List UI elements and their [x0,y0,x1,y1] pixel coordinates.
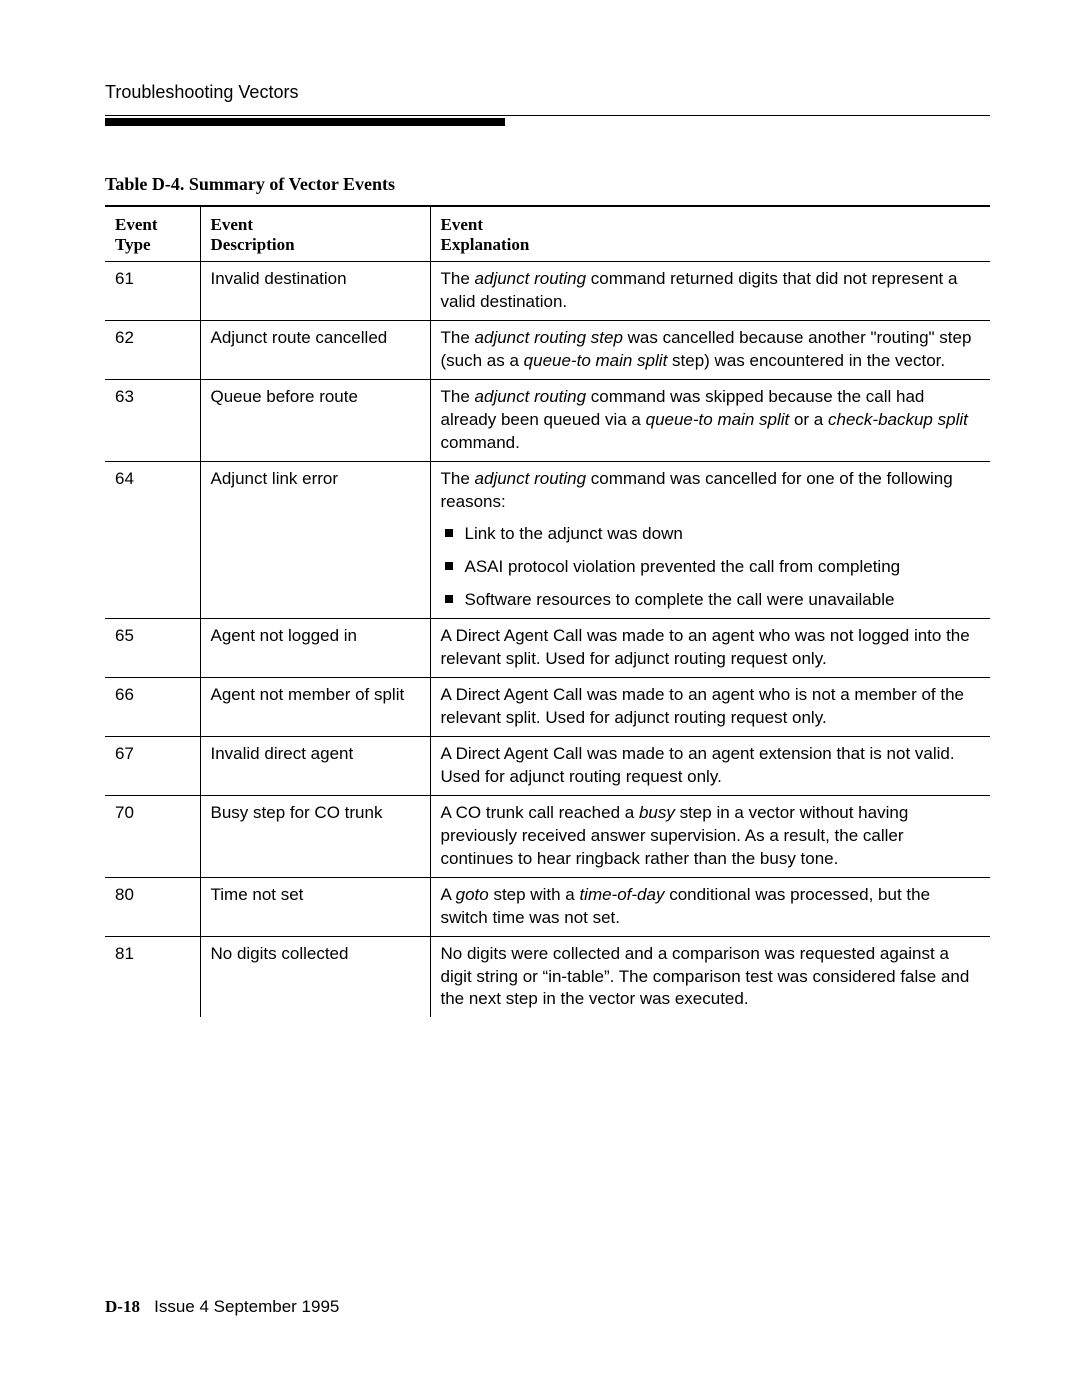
cell-event-description: Time not set [200,877,430,936]
page-footer: D-18 Issue 4 September 1995 [105,1297,339,1317]
col-header-line: Event [115,215,158,234]
thin-rule [105,115,990,116]
cell-event-explanation: A CO trunk call reached a busy step in a… [430,795,990,877]
explanation-list: Link to the adjunct was down ASAI protoco… [441,523,981,612]
issue-date: Issue 4 September 1995 [154,1297,339,1316]
cell-event-type: 66 [105,678,200,737]
thick-rule [105,118,505,126]
vector-events-table: Event Type Event Description Event Expla… [105,207,990,1017]
explanation-paragraph: A Direct Agent Call was made to an agent… [441,743,981,789]
cell-event-type: 80 [105,877,200,936]
cell-event-explanation: The adjunct routing command was cancelle… [430,461,990,619]
table-row: 80Time not setA goto step with a time-of… [105,877,990,936]
cell-event-explanation: The adjunct routing step was cancelled b… [430,320,990,379]
cell-event-type: 67 [105,737,200,796]
cell-event-description: Busy step for CO trunk [200,795,430,877]
table-row: 66Agent not member of splitA Direct Agen… [105,678,990,737]
running-header: Troubleshooting Vectors [105,82,990,103]
table-row: 70Busy step for CO trunkA CO trunk call … [105,795,990,877]
cell-event-description: Adjunct link error [200,461,430,619]
cell-event-description: Adjunct route cancelled [200,320,430,379]
cell-event-type: 65 [105,619,200,678]
cell-event-description: No digits collected [200,936,430,1017]
explanation-paragraph: The adjunct routing step was cancelled b… [441,327,981,373]
cell-event-explanation: The adjunct routing command was skipped … [430,379,990,461]
cell-event-type: 64 [105,461,200,619]
cell-event-explanation: A goto step with a time-of-day condition… [430,877,990,936]
explanation-paragraph: The adjunct routing command was skipped … [441,386,981,455]
explanation-paragraph: No digits were collected and a compariso… [441,943,981,1012]
explanation-list-item: Software resources to complete the call … [441,589,981,612]
explanation-paragraph: A goto step with a time-of-day condition… [441,884,981,930]
document-page: Troubleshooting Vectors Table D-4. Summa… [0,0,1080,1397]
table-body: 61Invalid destinationThe adjunct routing… [105,262,990,1018]
cell-event-explanation: A Direct Agent Call was made to an agent… [430,619,990,678]
col-header-line: Event [211,215,254,234]
col-header-event-type: Event Type [105,207,200,262]
col-header-event-description: Event Description [200,207,430,262]
cell-event-type: 61 [105,262,200,321]
cell-event-type: 70 [105,795,200,877]
cell-event-type: 62 [105,320,200,379]
cell-event-description: Invalid direct agent [200,737,430,796]
explanation-paragraph: The adjunct routing command was cancelle… [441,468,981,514]
cell-event-description: Queue before route [200,379,430,461]
cell-event-type: 81 [105,936,200,1017]
col-header-line: Description [211,235,295,254]
cell-event-type: 63 [105,379,200,461]
header-rule-group [105,115,990,126]
col-header-line: Event [441,215,484,234]
cell-event-explanation: A Direct Agent Call was made to an agent… [430,737,990,796]
col-header-line: Type [115,235,151,254]
table-row: 81No digits collectedNo digits were coll… [105,936,990,1017]
explanation-paragraph: A CO trunk call reached a busy step in a… [441,802,981,871]
col-header-event-explanation: Event Explanation [430,207,990,262]
cell-event-description: Invalid destination [200,262,430,321]
cell-event-description: Agent not logged in [200,619,430,678]
table-header-row: Event Type Event Description Event Expla… [105,207,990,262]
col-header-line: Explanation [441,235,530,254]
table-row: 67Invalid direct agentA Direct Agent Cal… [105,737,990,796]
explanation-list-item: Link to the adjunct was down [441,523,981,546]
cell-event-description: Agent not member of split [200,678,430,737]
explanation-paragraph: A Direct Agent Call was made to an agent… [441,684,981,730]
explanation-paragraph: The adjunct routing command returned dig… [441,268,981,314]
table-row: 64Adjunct link errorThe adjunct routing … [105,461,990,619]
cell-event-explanation: The adjunct routing command returned dig… [430,262,990,321]
page-number: D-18 [105,1297,140,1316]
table-row: 61Invalid destinationThe adjunct routing… [105,262,990,321]
explanation-paragraph: A Direct Agent Call was made to an agent… [441,625,981,671]
table-row: 63Queue before routeThe adjunct routing … [105,379,990,461]
explanation-list-item: ASAI protocol violation prevented the ca… [441,556,981,579]
table-caption: Table D-4. Summary of Vector Events [105,174,990,195]
cell-event-explanation: No digits were collected and a compariso… [430,936,990,1017]
table-row: 62Adjunct route cancelledThe adjunct rou… [105,320,990,379]
cell-event-explanation: A Direct Agent Call was made to an agent… [430,678,990,737]
table-row: 65Agent not logged inA Direct Agent Call… [105,619,990,678]
